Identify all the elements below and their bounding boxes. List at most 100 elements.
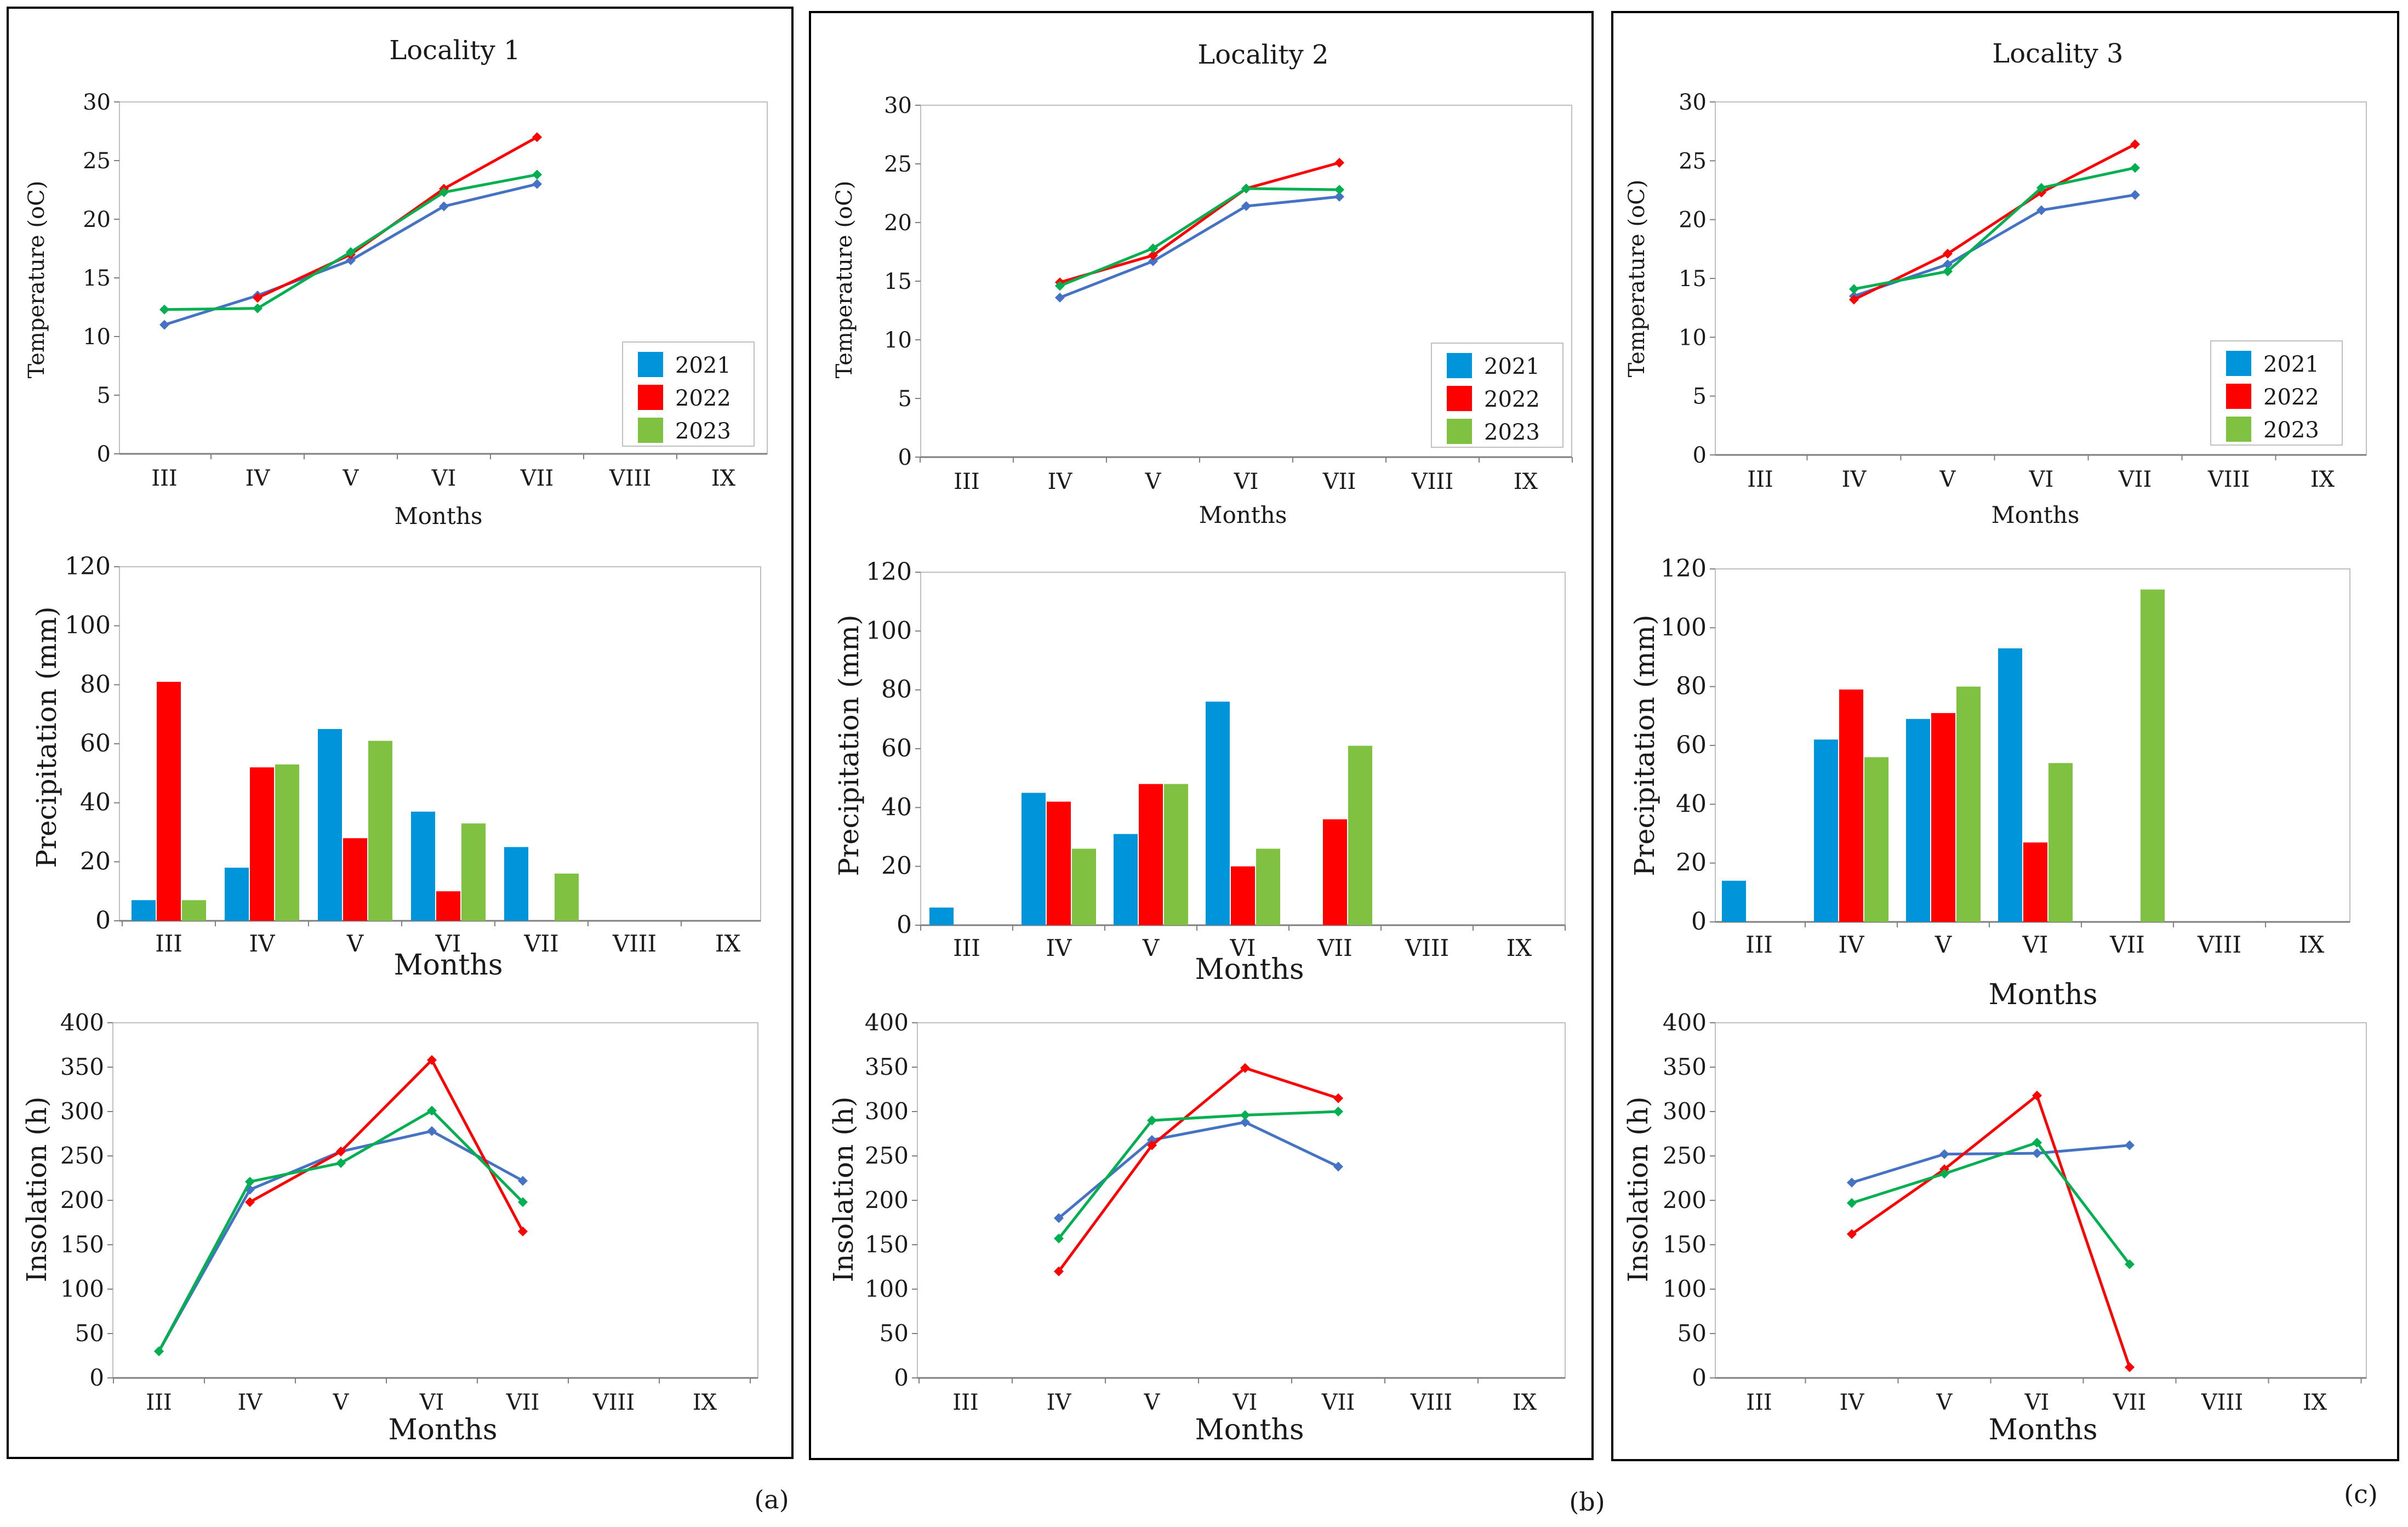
y-tick-label: 5 — [1693, 384, 1707, 409]
y-tick-label: 100 — [1661, 613, 1707, 641]
legend-swatch-2023 — [638, 418, 663, 443]
x-tick-label: IV — [1839, 931, 1865, 958]
bar-2023-IV — [1072, 848, 1096, 925]
x-tick-label: IX — [2303, 1390, 2327, 1415]
point-2022-V — [1147, 1140, 1157, 1150]
y-tick-label: 0 — [97, 442, 111, 467]
legend-label-2021: 2021 — [675, 353, 731, 378]
x-tick-label: V — [1935, 931, 1952, 958]
point-2021-VI — [427, 1126, 437, 1136]
y-tick-label: 50 — [880, 1320, 909, 1347]
x-tick-label: III — [1746, 1390, 1772, 1415]
series-line-2023 — [1059, 187, 1340, 287]
point-2021-V — [1943, 259, 1953, 270]
y-tick-label: 15 — [1679, 266, 1707, 292]
precip-ylabel-1: Precipitation (mm) — [31, 606, 62, 868]
x-tick-label: VI — [2024, 1390, 2050, 1415]
x-tick-label: IX — [711, 466, 736, 491]
series-line-2023 — [164, 173, 538, 311]
bar-2023-V — [368, 740, 392, 921]
x-tick-label: III — [155, 930, 182, 957]
y-tick-label: 120 — [866, 558, 912, 586]
series-line-2021 — [1058, 1120, 1339, 1220]
bar-2021-V — [1114, 834, 1138, 925]
bar-2022-V — [343, 838, 367, 921]
point-2021-IV — [1847, 1177, 1857, 1188]
bar-2022-VI — [2023, 842, 2047, 922]
y-tick-label: 20 — [1679, 208, 1707, 233]
point-2023-V — [346, 247, 356, 257]
point-2023-V — [1943, 266, 1953, 277]
point-2022-IV — [1054, 1266, 1064, 1277]
y-tick-label: 5 — [97, 383, 111, 408]
x-tick-label: III — [151, 466, 177, 491]
x-tick-label: VII — [2118, 467, 2152, 492]
point-2023-V — [1148, 243, 1158, 254]
bar-2021-IV — [1814, 739, 1838, 922]
x-tick-label: IV — [246, 466, 271, 491]
x-tick-label: IX — [1507, 935, 1532, 961]
temp-ylabel-2: Temperature (oC) — [832, 181, 857, 379]
bar-2023-IV — [275, 764, 299, 921]
series-line-2022 — [1059, 161, 1340, 284]
panel-title-3: Locality 3 — [1992, 38, 2123, 69]
y-tick-label: 25 — [83, 149, 111, 174]
point-2021-VI — [439, 201, 449, 212]
legend-swatch-2023 — [2226, 417, 2251, 442]
series-line-2022 — [1851, 1094, 2131, 1368]
bar-2021-IV — [1022, 793, 1046, 925]
insol-xlabel-3: Months — [1988, 1414, 2097, 1446]
y-tick-label: 30 — [83, 90, 111, 115]
bar-2023-V — [1956, 686, 1981, 922]
y-tick-label: 0 — [1692, 1364, 1707, 1391]
x-tick-label: VII — [1322, 469, 1356, 494]
point-2021-VII — [532, 179, 542, 189]
x-tick-label: IV — [238, 1390, 263, 1415]
x-tick-label: IX — [693, 1390, 717, 1415]
bar-2023-VII — [2141, 589, 2165, 922]
point-2022-VI — [427, 1055, 437, 1066]
y-tick-label: 200 — [1663, 1187, 1707, 1213]
bar-2023-V — [1164, 784, 1188, 925]
bar-2021-IV — [225, 868, 249, 921]
legend-label-2022: 2022 — [675, 386, 731, 411]
panel-tag-b: (b) — [1569, 1487, 1605, 1517]
y-tick-label: 300 — [865, 1098, 909, 1125]
y-tick-label: 60 — [881, 734, 912, 762]
point-2023-VI — [427, 1106, 437, 1116]
panel-title-2: Locality 2 — [1197, 39, 1328, 70]
legend-label-2021: 2021 — [1484, 354, 1540, 379]
point-2023-IV — [1847, 1198, 1857, 1208]
bar-2023-III — [182, 900, 206, 921]
y-tick-label: 80 — [1676, 673, 1707, 700]
legend-swatch-2023 — [1447, 419, 1472, 444]
x-tick-label: V — [1144, 1390, 1161, 1415]
chart-3: 0 50 100 150 200 250 300 350 400 III IV V VI VII VIII I… — [60, 1009, 758, 1415]
point-2022-VI — [1240, 1063, 1250, 1073]
point-2023-III — [159, 304, 169, 315]
series-line-2022 — [1853, 143, 2136, 301]
bar-2021-VI — [1998, 648, 2022, 922]
x-tick-label: VIII — [609, 466, 651, 491]
point-2021-VI — [1241, 201, 1251, 212]
bar-2021-V — [318, 729, 342, 921]
x-tick-label: III — [1747, 467, 1773, 492]
point-2023-V — [1147, 1115, 1157, 1126]
x-tick-label: V — [333, 1390, 350, 1415]
x-tick-label: VI — [419, 1390, 444, 1415]
y-tick-label: 100 — [866, 617, 912, 645]
point-2021-III — [159, 320, 169, 330]
x-tick-label: III — [146, 1390, 172, 1415]
point-2023-VI — [2036, 183, 2046, 193]
y-tick-label: 120 — [65, 552, 111, 580]
y-tick-label: 250 — [1663, 1142, 1707, 1169]
series-line-2022 — [1057, 1067, 1339, 1273]
point-2023-IV — [1054, 1233, 1064, 1244]
bar-2021-III — [929, 907, 954, 925]
point-2021-IV — [1054, 1213, 1064, 1223]
bar-2022-V — [1139, 784, 1163, 925]
bar-2022-VI — [436, 891, 460, 921]
temp-xlabel-1: Months — [395, 503, 483, 529]
